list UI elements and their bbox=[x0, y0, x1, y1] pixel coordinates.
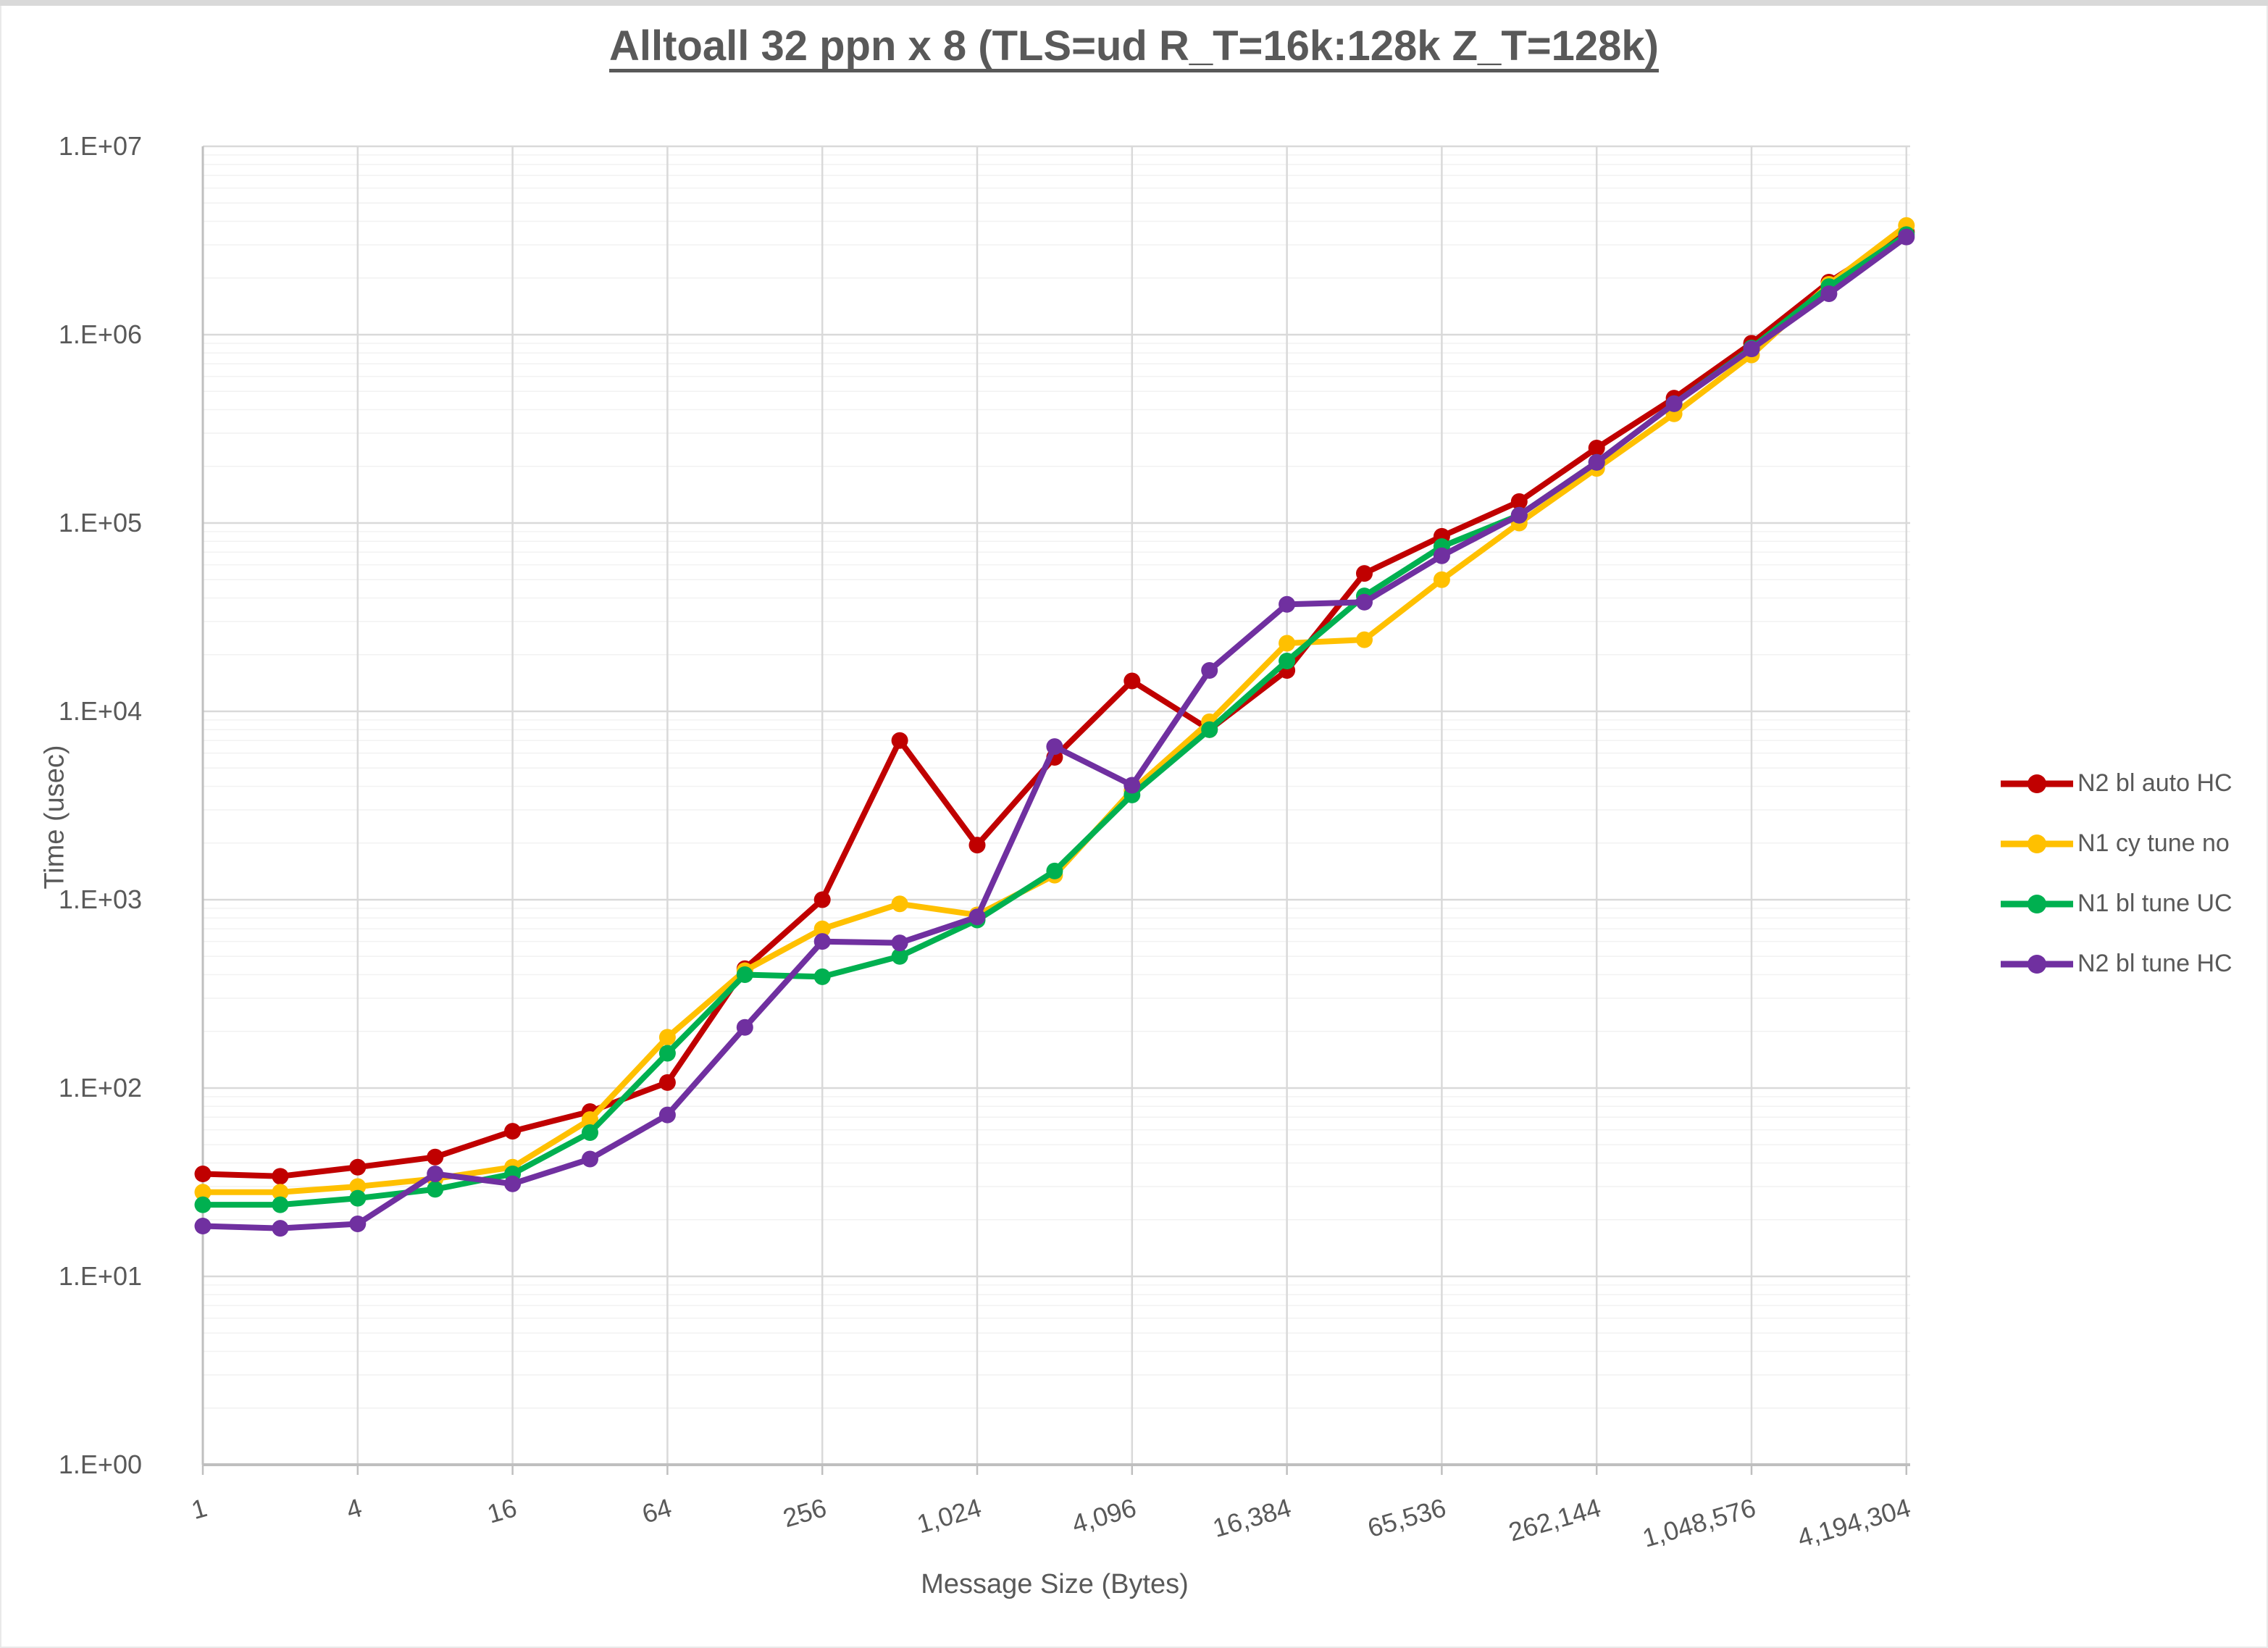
data-point-marker bbox=[1123, 672, 1141, 690]
data-point-marker bbox=[194, 1166, 212, 1183]
data-point-marker bbox=[1046, 738, 1063, 756]
data-point-marker bbox=[427, 1148, 444, 1166]
x-tick-label: 1,048,576 bbox=[1639, 1492, 1759, 1553]
x-tick-label: 4 bbox=[343, 1492, 365, 1525]
data-point-marker bbox=[891, 895, 908, 913]
y-tick-label: 1.E+03 bbox=[59, 884, 142, 914]
x-tick-label: 4,194,304 bbox=[1794, 1492, 1914, 1553]
data-point-marker bbox=[891, 732, 908, 749]
data-point-marker bbox=[658, 1029, 676, 1046]
data-point-marker bbox=[813, 891, 831, 908]
data-point-marker bbox=[891, 934, 908, 952]
legend-label: N2 bl tune HC bbox=[2077, 950, 2233, 977]
data-point-marker bbox=[1356, 593, 1373, 611]
data-point-marker bbox=[658, 1074, 676, 1091]
data-point-marker bbox=[1201, 721, 1218, 738]
y-tick-label: 1.E+00 bbox=[59, 1450, 142, 1479]
series-line bbox=[200, 234, 1909, 1231]
data-point-marker bbox=[582, 1124, 598, 1142]
chart-title: Alltoall 32 ppn x 8 (TLS=ud R_T=16k:128k… bbox=[609, 22, 1659, 70]
data-point-marker bbox=[194, 1184, 212, 1201]
data-point-marker bbox=[1665, 395, 1683, 412]
data-point-marker bbox=[1898, 228, 1915, 246]
data-point-marker bbox=[1820, 285, 1838, 302]
data-point-marker bbox=[1279, 653, 1296, 670]
data-point-marker bbox=[813, 968, 831, 985]
data-point-marker bbox=[1046, 862, 1063, 879]
legend-label: N1 bl tune UC bbox=[2077, 890, 2233, 917]
data-point-marker bbox=[736, 1019, 753, 1036]
data-point-marker bbox=[582, 1111, 598, 1129]
data-point-marker bbox=[968, 908, 986, 926]
legend-item: N1 bl tune UC bbox=[2001, 890, 2261, 918]
data-point-marker bbox=[658, 1106, 676, 1124]
data-point-marker bbox=[1510, 506, 1528, 524]
data-point-marker bbox=[1510, 493, 1528, 510]
x-tick-label: 16,384 bbox=[1210, 1492, 1294, 1543]
data-point-marker bbox=[272, 1184, 289, 1201]
legend-item: N1 cy tune no bbox=[2001, 829, 2261, 858]
data-point-marker bbox=[427, 1181, 444, 1198]
y-tick-label: 1.E+05 bbox=[59, 508, 142, 538]
data-point-marker bbox=[736, 966, 753, 983]
data-point-marker bbox=[504, 1123, 522, 1140]
data-point-marker bbox=[1588, 453, 1605, 471]
data-point-marker bbox=[1279, 595, 1296, 613]
data-point-marker bbox=[658, 1045, 676, 1062]
data-point-marker bbox=[194, 1218, 212, 1235]
data-point-marker bbox=[1743, 340, 1760, 358]
window-top-strip bbox=[0, 0, 2268, 6]
data-point-marker bbox=[349, 1189, 367, 1207]
legend-label: N2 bl auto HC bbox=[2077, 769, 2233, 797]
data-point-marker bbox=[349, 1216, 367, 1233]
y-tick-label: 1.E+06 bbox=[59, 319, 142, 349]
data-point-marker bbox=[272, 1196, 289, 1213]
series-line bbox=[200, 222, 1909, 1195]
data-point-marker bbox=[1356, 565, 1373, 582]
data-point-marker bbox=[1201, 661, 1218, 679]
data-point-marker bbox=[427, 1166, 444, 1183]
x-tick-label: 64 bbox=[639, 1492, 675, 1528]
data-point-marker bbox=[1279, 635, 1296, 652]
x-axis-title: Message Size (Bytes) bbox=[921, 1569, 1189, 1599]
y-tick-label: 1.E+04 bbox=[59, 696, 142, 726]
y-tick-label: 1.E+01 bbox=[59, 1261, 142, 1291]
legend-line-marker-icon bbox=[2001, 834, 2073, 853]
data-point-marker bbox=[968, 837, 986, 854]
legend-line-marker-icon bbox=[2001, 894, 2073, 913]
y-tick-label: 1.E+07 bbox=[59, 131, 142, 161]
data-point-marker bbox=[1433, 547, 1450, 564]
x-tick-label: 16 bbox=[484, 1492, 520, 1528]
x-tick-label: 256 bbox=[779, 1492, 829, 1533]
data-point-marker bbox=[272, 1220, 289, 1237]
data-point-marker bbox=[1433, 571, 1450, 588]
data-point-marker bbox=[813, 933, 831, 950]
data-point-marker bbox=[1123, 777, 1141, 794]
data-point-marker bbox=[1356, 631, 1373, 648]
data-point-marker bbox=[194, 1196, 212, 1213]
data-point-marker bbox=[813, 920, 831, 937]
legend-label: N1 cy tune no bbox=[2077, 829, 2230, 857]
series-line bbox=[200, 229, 1909, 1179]
x-tick-label: 1 bbox=[188, 1492, 211, 1525]
y-tick-label: 1.E+02 bbox=[59, 1073, 142, 1103]
legend-line-marker-icon bbox=[2001, 774, 2073, 793]
y-axis-title: Time (usec) bbox=[39, 745, 70, 890]
data-point-marker bbox=[349, 1158, 367, 1176]
x-tick-label: 1,024 bbox=[913, 1492, 984, 1539]
x-tick-label: 262,144 bbox=[1505, 1492, 1604, 1547]
data-point-marker bbox=[582, 1150, 598, 1168]
data-point-marker bbox=[349, 1178, 367, 1195]
data-point-marker bbox=[891, 948, 908, 965]
data-point-marker bbox=[504, 1175, 522, 1192]
data-point-marker bbox=[272, 1168, 289, 1185]
x-tick-label: 65,536 bbox=[1364, 1492, 1449, 1543]
legend-item: N2 bl auto HC bbox=[2001, 769, 2261, 798]
legend: N2 bl auto HC N1 cy tune no N1 bl tune U… bbox=[2001, 769, 2261, 978]
x-tick-label: 4,096 bbox=[1068, 1492, 1139, 1539]
legend-line-marker-icon bbox=[2001, 954, 2073, 974]
data-point-marker bbox=[1588, 440, 1605, 457]
legend-item: N2 bl tune HC bbox=[2001, 950, 2261, 978]
